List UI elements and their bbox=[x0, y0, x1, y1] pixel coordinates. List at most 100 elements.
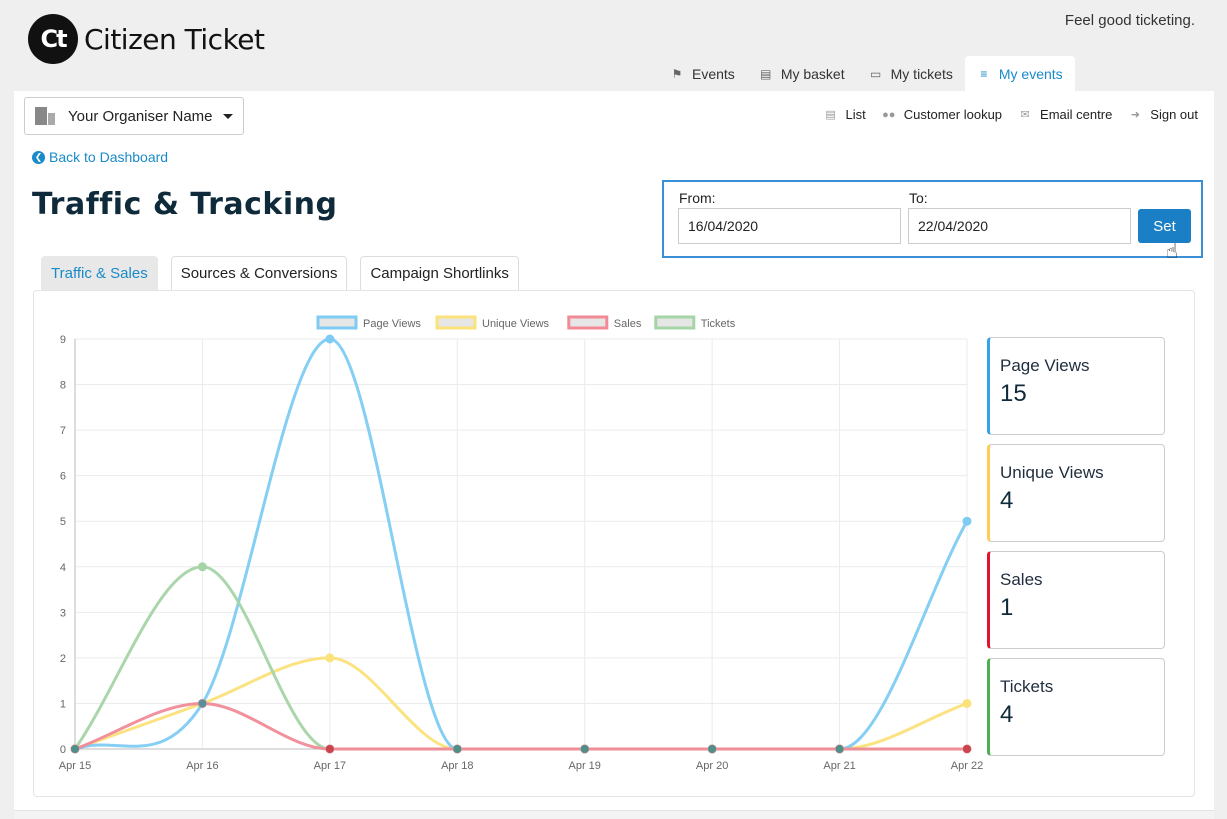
hand-cursor-icon: ☝ bbox=[1166, 241, 1179, 263]
legend-label: Sales bbox=[614, 318, 642, 330]
nav-my-events-label: My events bbox=[998, 65, 1063, 82]
data-point bbox=[197, 562, 207, 572]
stat-value: 4 bbox=[1000, 487, 1014, 514]
y-tick-label: 3 bbox=[60, 607, 66, 619]
y-tick-label: 4 bbox=[60, 562, 66, 574]
organiser-name: Your Organiser Name bbox=[68, 107, 213, 125]
sign-out-icon: ➜ bbox=[1130, 109, 1140, 121]
y-tick-label: 8 bbox=[60, 380, 66, 392]
stat-label: Sales bbox=[1000, 570, 1043, 589]
data-point-overlap bbox=[835, 745, 844, 753]
top-bar: Ct Citizen Ticket Feel good ticketing. ⚑… bbox=[0, 0, 1227, 91]
util-list-label: List bbox=[845, 107, 866, 122]
tagline: Feel good ticketing. bbox=[1064, 12, 1195, 29]
from-date-input[interactable]: 16/04/2020 bbox=[678, 208, 901, 244]
y-tick-label: 5 bbox=[60, 516, 66, 528]
stat-card-tickets: Tickets 4 bbox=[987, 658, 1165, 756]
tab-traffic-sales[interactable]: Traffic & Sales bbox=[41, 256, 158, 290]
nav-events-label: Events bbox=[692, 65, 735, 82]
data-point bbox=[325, 653, 335, 663]
caret-down-icon bbox=[223, 114, 233, 119]
y-tick-label: 1 bbox=[60, 698, 66, 710]
date-range-filter: From: 16/04/2020 To: 22/04/2020 Set bbox=[662, 180, 1203, 258]
footer-strip bbox=[14, 810, 1214, 819]
nav-my-basket-label: My basket bbox=[780, 65, 845, 82]
top-nav: ⚑ Events ▤ My basket ▭ My tickets ≡ My e… bbox=[658, 56, 1075, 91]
legend-label: Page Views bbox=[363, 318, 421, 330]
data-point-overlap bbox=[963, 745, 971, 753]
organiser-select[interactable]: Your Organiser Name bbox=[24, 97, 244, 135]
x-tick-label: Apr 21 bbox=[823, 760, 855, 772]
data-point bbox=[962, 698, 972, 708]
nav-events[interactable]: ⚑ Events bbox=[658, 56, 747, 91]
envelope-icon: ✉ bbox=[1020, 109, 1030, 121]
tab-campaign-shortlinks[interactable]: Campaign Shortlinks bbox=[360, 256, 519, 290]
list-icon: ▤ bbox=[825, 109, 836, 121]
set-date-button[interactable]: Set bbox=[1138, 209, 1191, 243]
sliders-icon: ≡ bbox=[980, 66, 988, 81]
tabs: Traffic & Sales Sources & Conversions Ca… bbox=[41, 256, 532, 290]
legend-swatch bbox=[316, 315, 358, 330]
basket-icon: ▤ bbox=[760, 66, 772, 81]
y-tick-label: 9 bbox=[60, 334, 66, 346]
legend-label: Tickets bbox=[701, 318, 736, 330]
stat-label: Page Views bbox=[1000, 356, 1090, 375]
x-tick-label: Apr 20 bbox=[696, 760, 728, 772]
util-sign-out[interactable]: ➜ Sign out bbox=[1128, 107, 1198, 122]
brand-logo[interactable]: Ct Citizen Ticket bbox=[28, 14, 265, 64]
tab-sources-conversions[interactable]: Sources & Conversions bbox=[170, 256, 348, 290]
x-tick-label: Apr 18 bbox=[441, 760, 473, 772]
nav-my-events[interactable]: ≡ My events bbox=[964, 56, 1075, 91]
util-customer-lookup-label: Customer lookup bbox=[903, 107, 1003, 122]
chart-panel: 0 1 2 3 4 5 6 7 8 9 Apr 15 Apr 16 Apr 17 Apr 18 Apr 19… bbox=[33, 290, 1195, 797]
nav-my-tickets-label: My tickets bbox=[890, 65, 953, 82]
ticket-icon: ▭ bbox=[869, 66, 882, 81]
data-point bbox=[962, 516, 972, 526]
back-to-dashboard-link[interactable]: ❮ Back to Dashboard bbox=[32, 149, 168, 165]
stat-label: Tickets bbox=[1000, 677, 1054, 696]
from-label: From: bbox=[679, 190, 716, 206]
traffic-chart: 0 1 2 3 4 5 6 7 8 9 Apr 15 Apr 16 Apr 17 Apr 18 Apr 19… bbox=[59, 315, 983, 772]
stat-value: 4 bbox=[1000, 701, 1014, 728]
legend-swatch bbox=[654, 315, 696, 330]
tags-icon: ⚑ bbox=[671, 66, 683, 81]
data-point-overlap bbox=[453, 745, 462, 753]
stat-card-sales: Sales 1 bbox=[987, 551, 1165, 649]
y-tick-label: 0 bbox=[60, 744, 66, 756]
stat-label: Unique Views bbox=[1000, 463, 1104, 482]
series-line-page-views bbox=[74, 337, 969, 751]
x-tick-label: Apr 15 bbox=[59, 760, 91, 772]
util-customer-lookup[interactable]: ●● Customer lookup bbox=[882, 107, 1002, 122]
data-point-overlap bbox=[71, 745, 79, 753]
data-point-overlap bbox=[708, 745, 717, 753]
data-point bbox=[325, 334, 335, 344]
x-tick-label: Apr 17 bbox=[314, 760, 346, 772]
nav-my-basket[interactable]: ▤ My basket bbox=[747, 56, 857, 91]
util-sign-out-label: Sign out bbox=[1150, 107, 1198, 122]
users-icon: ●● bbox=[882, 108, 896, 121]
y-tick-label: 2 bbox=[60, 653, 66, 665]
legend-swatch bbox=[567, 315, 609, 330]
brand-name: Citizen Ticket bbox=[84, 22, 265, 56]
x-tick-label: Apr 19 bbox=[569, 760, 601, 772]
x-tick-label: Apr 16 bbox=[186, 760, 218, 772]
to-date-input[interactable]: 22/04/2020 bbox=[908, 208, 1131, 244]
stat-card-unique-views: Unique Views 4 bbox=[987, 444, 1165, 542]
util-email-centre-label: Email centre bbox=[1040, 107, 1113, 122]
data-point-overlap bbox=[580, 745, 589, 753]
logo-mark: Ct bbox=[28, 14, 78, 64]
x-tick-label: Apr 22 bbox=[951, 760, 983, 772]
building-icon bbox=[35, 107, 55, 125]
util-email-centre[interactable]: ✉ Email centre bbox=[1018, 107, 1112, 122]
back-link-label: Back to Dashboard bbox=[49, 149, 169, 165]
page-title: Traffic & Tracking bbox=[32, 187, 338, 222]
stat-card-page-views: Page Views 15 bbox=[987, 337, 1165, 435]
util-list[interactable]: ▤ List bbox=[824, 107, 866, 122]
legend-label: Unique Views bbox=[482, 318, 550, 330]
series-line-sales bbox=[74, 701, 967, 751]
utility-nav: ▤ List ●● Customer lookup ✉ Email centre… bbox=[808, 107, 1198, 122]
stat-value: 1 bbox=[1000, 594, 1014, 621]
nav-my-tickets[interactable]: ▭ My tickets bbox=[857, 56, 965, 91]
to-label: To: bbox=[909, 190, 928, 206]
y-tick-label: 7 bbox=[60, 425, 66, 437]
